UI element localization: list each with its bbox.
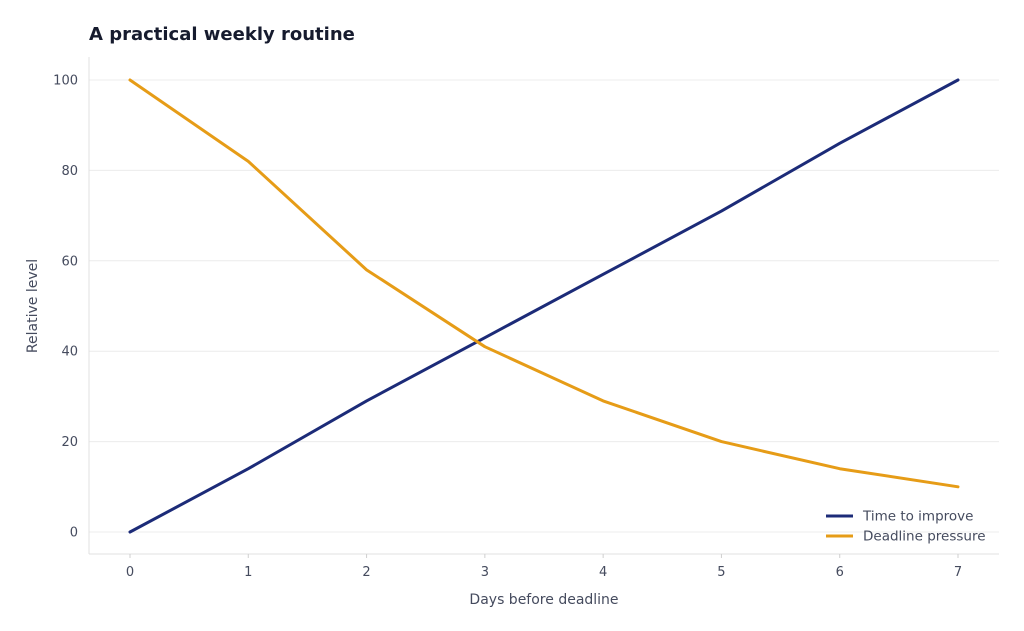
y-tick-label: 80 bbox=[61, 164, 78, 179]
series-line-1 bbox=[128, 78, 960, 534]
y-tick-label: 0 bbox=[70, 526, 78, 541]
y-tick-label: 60 bbox=[61, 254, 78, 269]
y-axis-label: Relative level bbox=[25, 259, 41, 353]
x-tick-label: 4 bbox=[599, 565, 607, 580]
series-line-2 bbox=[128, 78, 960, 489]
grid-lines bbox=[89, 79, 999, 533]
x-axis-ticks: 0 1 2 3 4 5 6 7 bbox=[126, 554, 962, 580]
y-axis-ticks: 0 20 40 60 80 100 bbox=[53, 74, 78, 541]
x-axis-label: Days before deadline bbox=[469, 592, 618, 608]
x-tick-label: 5 bbox=[717, 565, 725, 580]
legend-label: Deadline pressure bbox=[863, 529, 986, 545]
x-tick-label: 1 bbox=[244, 565, 252, 580]
legend-label: Time to improve bbox=[862, 509, 973, 525]
x-tick-label: 6 bbox=[836, 565, 844, 580]
axes-frame bbox=[88, 57, 999, 555]
legend: Time to improve Deadline pressure bbox=[826, 509, 986, 545]
x-tick-label: 3 bbox=[481, 565, 489, 580]
y-tick-label: 100 bbox=[53, 74, 78, 89]
chart-title: A practical weekly routine bbox=[89, 24, 355, 45]
y-tick-label: 20 bbox=[61, 435, 78, 450]
x-tick-label: 7 bbox=[954, 565, 962, 580]
series-lines bbox=[128, 78, 960, 534]
x-tick-label: 0 bbox=[126, 565, 134, 580]
x-tick-label: 2 bbox=[362, 565, 370, 580]
y-tick-label: 40 bbox=[61, 345, 78, 360]
